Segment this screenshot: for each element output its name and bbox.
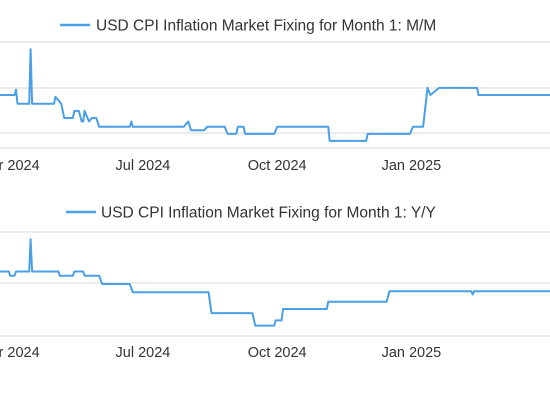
yy-legend: USD CPI Inflation Market Fixing for Mont… (66, 205, 436, 222)
mm-x-tick-label: Apr 2024 (0, 158, 40, 174)
mm-x-tick-label: Jan 2025 (382, 158, 442, 174)
yy-x-tick-label: Jul 2024 (116, 345, 171, 361)
yy-legend-label: USD CPI Inflation Market Fixing for Mont… (101, 205, 436, 222)
mm-legend-label: USD CPI Inflation Market Fixing for Mont… (96, 18, 436, 35)
mm-x-tick-label: Oct 2024 (248, 158, 307, 174)
yy-series-line (0, 238, 550, 327)
yy-x-tick-label: Jan 2025 (382, 345, 442, 361)
mm-series-line (0, 48, 550, 142)
mm-chart-panel: USD CPI Inflation Market Fixing for Mont… (0, 18, 550, 174)
mm-legend: USD CPI Inflation Market Fixing for Mont… (60, 18, 436, 35)
yy-x-tick-label: Apr 2024 (0, 345, 40, 361)
yy-x-tick-label: Oct 2024 (248, 345, 307, 361)
mm-x-tick-label: Jul 2024 (116, 158, 171, 174)
yy-chart-panel: USD CPI Inflation Market Fixing for Mont… (0, 205, 550, 361)
